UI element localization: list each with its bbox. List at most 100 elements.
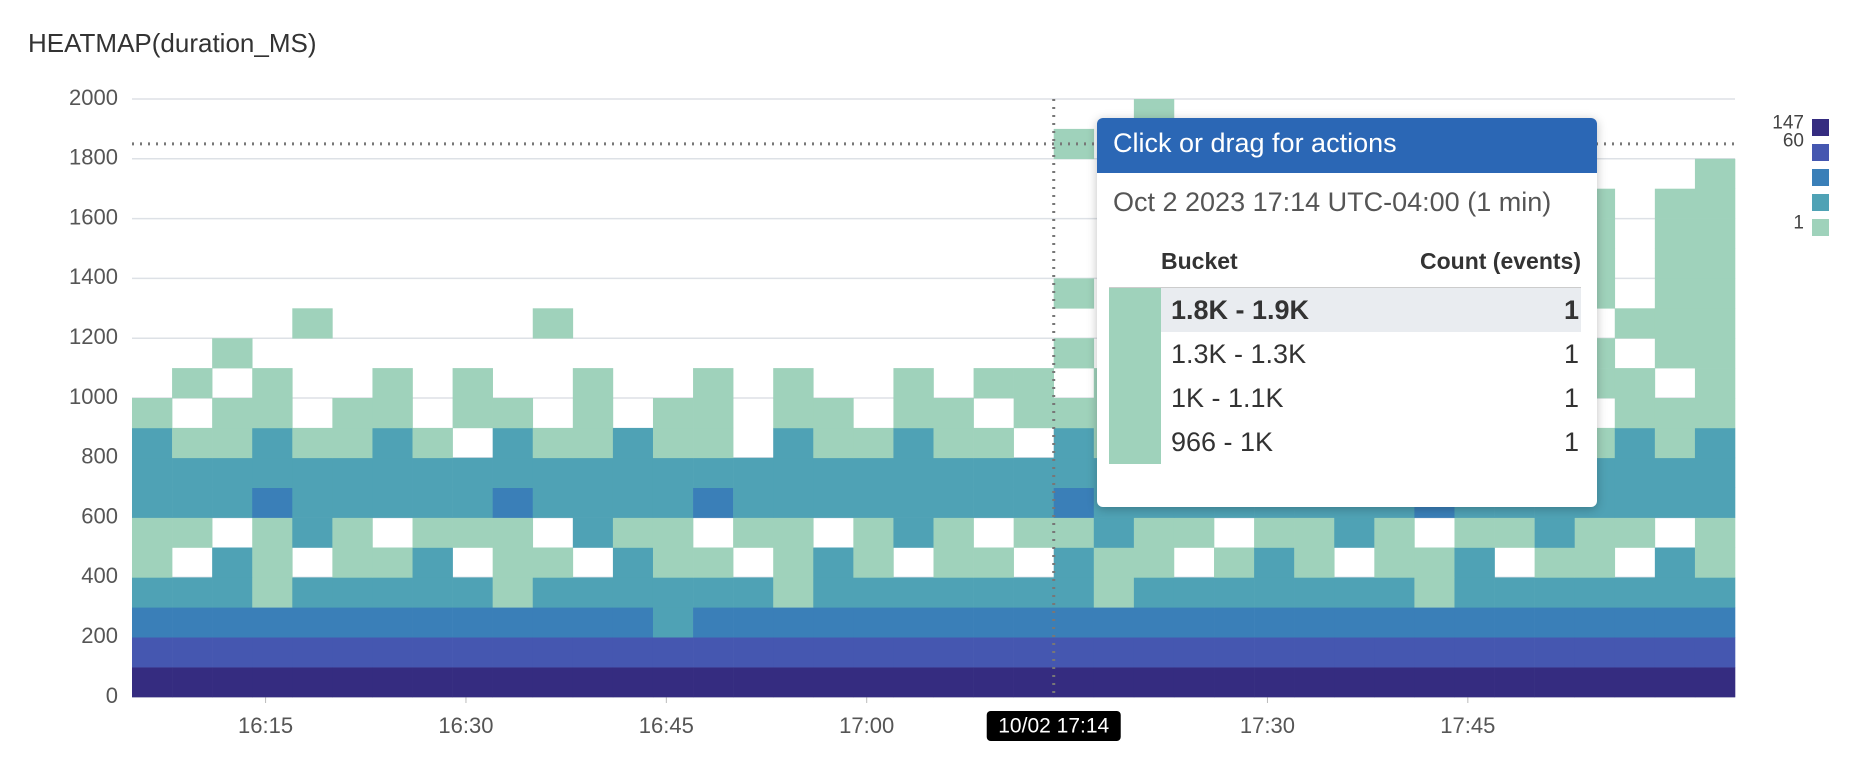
tooltip-row[interactable]: 1K - 1.1K 1: [1109, 376, 1581, 420]
heat-cell: [453, 308, 493, 338]
heat-cell: [1454, 517, 1495, 548]
heat-cell: [1014, 308, 1054, 338]
heat-cell: [733, 607, 774, 638]
heat-cell: [973, 607, 1014, 638]
heat-cell: [372, 667, 413, 698]
heat-cell: [893, 249, 933, 279]
heat-cell: [813, 99, 853, 129]
heat-cell: [412, 427, 453, 459]
heat-cell: [252, 577, 293, 608]
heat-cell: [332, 427, 373, 459]
y-tick-label: 2000: [69, 85, 118, 110]
heat-cell: [773, 99, 813, 129]
heat-cell: [453, 548, 493, 578]
heat-cell: [532, 577, 574, 608]
tooltip-row[interactable]: 1.3K - 1.3K 1: [1109, 332, 1581, 376]
heat-cell: [1053, 607, 1095, 638]
chart-title: HEATMAP(duration_MS): [28, 28, 317, 58]
heat-cell: [653, 219, 693, 249]
heat-cell: [1414, 667, 1455, 698]
heat-cell: [933, 577, 974, 608]
heat-cell: [332, 219, 372, 249]
tooltip-row[interactable]: 1.8K - 1.9K 1: [1109, 287, 1581, 332]
heat-cell: [1013, 517, 1055, 548]
heat-cell: [693, 308, 733, 338]
heat-cell: [572, 517, 614, 548]
heat-cell: [1614, 427, 1656, 459]
heat-cell: [572, 607, 614, 638]
heat-cell: [1694, 607, 1736, 638]
heat-cell: [893, 189, 933, 219]
tooltip-header[interactable]: Click or drag for actions: [1097, 118, 1597, 173]
heat-cell: [332, 278, 372, 308]
heat-cell: [453, 249, 493, 279]
heat-cell: [252, 278, 292, 308]
heat-cell: [413, 189, 453, 219]
heat-cell: [453, 99, 493, 129]
heat-cell: [452, 368, 493, 399]
heat-cell: [132, 99, 172, 129]
heat-cell: [572, 487, 614, 518]
heat-cell: [492, 547, 534, 578]
x-tick-label: 17:45: [1440, 713, 1495, 738]
heat-cell: [813, 577, 854, 608]
heat-cell: [1014, 99, 1054, 129]
swatch-header: [1109, 248, 1161, 288]
heat-cell: [693, 219, 733, 249]
heat-cell: [292, 517, 333, 548]
heat-cell: [934, 99, 974, 129]
bucket-label: 1.8K - 1.9K: [1161, 287, 1363, 332]
heat-cell: [773, 219, 813, 249]
tooltip-row[interactable]: 966 - 1K 1: [1109, 420, 1581, 464]
heat-cell: [1254, 607, 1295, 638]
heat-cell: [533, 338, 573, 368]
heat-cell: [973, 637, 1014, 668]
heat-cell: [1093, 547, 1135, 578]
heat-cell: [1574, 607, 1616, 638]
heat-cell: [172, 159, 212, 189]
heat-cell: [1174, 548, 1214, 578]
heat-cell: [1054, 219, 1094, 249]
heat-cell: [132, 219, 172, 249]
heat-cell: [1654, 547, 1696, 578]
heat-cell: [453, 219, 493, 249]
heat-cell: [172, 607, 213, 638]
legend-swatch: [1812, 119, 1829, 136]
heat-cell: [1173, 607, 1215, 638]
heat-cell: [212, 129, 252, 159]
heat-cell: [653, 308, 693, 338]
heat-cell: [693, 637, 734, 668]
heat-cell: [533, 189, 573, 219]
y-tick-label: 600: [81, 503, 118, 528]
heat-cell: [974, 219, 1014, 249]
heat-cell: [332, 577, 373, 608]
heat-cell: [933, 427, 974, 459]
heat-cell: [693, 189, 733, 219]
heat-cell: [493, 99, 533, 129]
heat-cell: [893, 219, 933, 249]
heat-cell: [1534, 667, 1575, 698]
heat-cell: [1294, 517, 1335, 548]
heat-cell: [1053, 398, 1095, 429]
heat-cell: [893, 427, 934, 459]
heat-cell: [974, 129, 1014, 159]
tooltip[interactable]: Click or drag for actions Oct 2 2023 17:…: [1097, 118, 1597, 507]
heat-cell: [893, 517, 934, 548]
heat-cell: [452, 577, 493, 608]
heat-cell: [252, 398, 293, 429]
heat-cell: [1374, 607, 1415, 638]
heat-cell: [493, 219, 533, 249]
heat-cell: [1054, 308, 1094, 338]
legend-swatch: [1812, 169, 1829, 186]
heat-cell: [1014, 219, 1054, 249]
heat-cell: [493, 368, 533, 398]
heat-cell: [613, 278, 653, 308]
heat-cell: [292, 577, 333, 608]
heat-cell: [934, 278, 974, 308]
heat-cell: [412, 667, 453, 698]
heat-cell: [612, 517, 654, 548]
heat-cell: [893, 667, 934, 698]
heat-cell: [413, 219, 453, 249]
heat-cell: [1214, 637, 1255, 668]
heat-cell: [733, 99, 773, 129]
